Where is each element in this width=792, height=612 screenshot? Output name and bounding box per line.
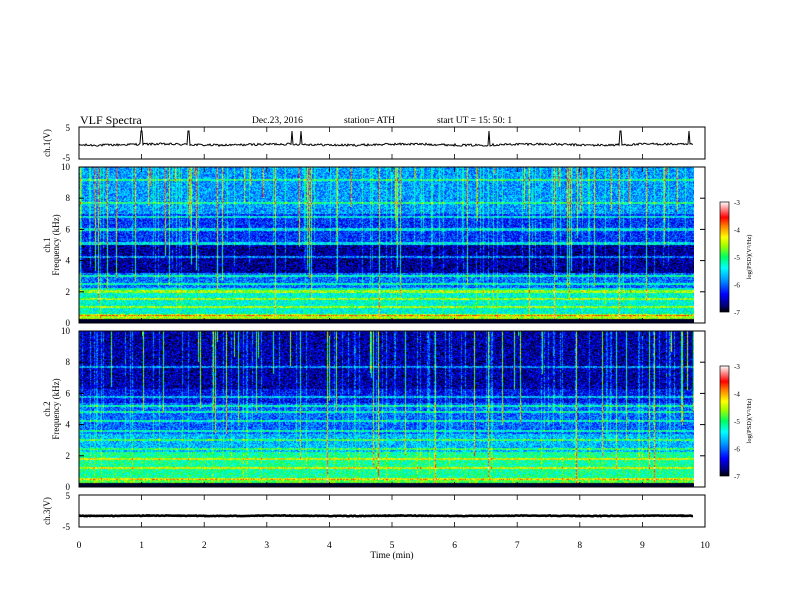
- ch1-colorbar-gradient: [719, 201, 730, 313]
- time-axis: 0 1 2 3 4 5 6 7 8 9 10: [77, 127, 710, 551]
- ch2-spectrogram-ylabel: ch.2: [42, 401, 52, 416]
- ch1-spectrogram-yticks: 0 2 4 6 8 10: [61, 162, 705, 328]
- ch3-ytick-top: 5: [66, 491, 71, 501]
- ch3-ylabel: ch.3(V): [42, 497, 52, 525]
- header: VLF Spectra Dec.23, 2016 station= ATH st…: [80, 113, 512, 127]
- ch2-spectrogram-yticks: 0 2 4 6 8 10: [61, 326, 705, 492]
- xtick-label: 0: [77, 541, 82, 551]
- ch1-colorbar: log(PSD)(V²/Hz) -3 -4 -5 -6 -7: [719, 199, 753, 317]
- xtick-label: 2: [202, 541, 207, 551]
- start-time-label: start UT = 15: 50: 1: [437, 116, 512, 126]
- xtick-label: 8: [577, 541, 582, 551]
- colorbar-tick-label: -6: [734, 282, 740, 290]
- ytick-label: 10: [61, 326, 71, 336]
- xtick-label: 10: [700, 541, 710, 551]
- ch1-spectrogram-panel: ch.1 Frequency (kHz) 0 2 4 6 8 10: [42, 162, 706, 328]
- ytick-label: 10: [61, 162, 71, 172]
- ch2-spectrogram-panel: ch.2 Frequency (kHz) 0 2 4 6 8 10: [42, 326, 706, 492]
- ch1-spectrogram-ylabel: ch.1: [42, 237, 52, 252]
- ch2-colorbar: log(PSD)(V²/Hz) -3 -4 -5 -6 -7: [719, 363, 753, 481]
- xtick-label: 9: [640, 541, 645, 551]
- colorbar-tick-label: -7: [734, 309, 740, 317]
- xtick-label: 4: [327, 541, 332, 551]
- colorbar-tick-label: -6: [734, 446, 740, 454]
- ytick-label: 6: [66, 224, 71, 234]
- colorbar-tick-label: -7: [734, 473, 740, 481]
- xtick-label: 3: [264, 541, 269, 551]
- ch3-waveform-line: [78, 513, 694, 518]
- ytick-label: 0: [66, 482, 71, 492]
- colorbar-tick-label: -5: [734, 254, 740, 262]
- colorbar-tick-label: -5: [734, 418, 740, 426]
- ch1-spectrogram-ylabel2: Frequency (kHz): [51, 214, 61, 275]
- xtick-label: 5: [390, 541, 395, 551]
- ytick-label: 8: [66, 357, 71, 367]
- ytick-label: 2: [66, 287, 71, 297]
- ch2-colorbar-gradient: [719, 365, 730, 477]
- ch1-waveform-line: [78, 130, 693, 148]
- ytick-label: 8: [66, 193, 71, 203]
- ytick-label: 4: [66, 256, 71, 266]
- ch1-spectrogram-image: [79, 167, 694, 323]
- date-label: Dec.23, 2016: [252, 116, 303, 126]
- ytick-label: 4: [66, 420, 71, 430]
- ytick-label: 0: [66, 318, 71, 328]
- station-label: station= ATH: [344, 116, 395, 126]
- colorbar-tick-label: -4: [734, 391, 740, 399]
- colorbar-tick-label: -3: [734, 199, 740, 207]
- ch1-colorbar-label: log(PSD)(V²/Hz): [746, 235, 753, 280]
- time-axis-label: Time (min): [370, 550, 413, 561]
- colorbar-tick-label: -4: [734, 227, 740, 235]
- xtick-label: 6: [452, 541, 457, 551]
- xtick-label: 1: [139, 541, 144, 551]
- ch2-colorbar-label: log(PSD)(V²/Hz): [746, 399, 753, 444]
- xtick-label: 7: [515, 541, 520, 551]
- ch1-ytick-top: 5: [66, 123, 71, 133]
- ch2-spectrogram-image: [79, 331, 694, 487]
- ch2-spectrogram-ylabel2: Frequency (kHz): [51, 378, 61, 439]
- ch1-ylabel: ch.1(V): [42, 129, 52, 157]
- figure-title: VLF Spectra: [80, 113, 142, 127]
- ytick-label: 6: [66, 388, 71, 398]
- ytick-label: 2: [66, 451, 71, 461]
- ch2-colorbar-ticks: -3 -4 -5 -6 -7: [734, 363, 740, 481]
- ch1-ytick-bottom: -5: [63, 153, 71, 163]
- colorbar-tick-label: -3: [734, 363, 740, 371]
- ch3-ytick-bottom: -5: [63, 522, 71, 532]
- ch1-colorbar-ticks: -3 -4 -5 -6 -7: [734, 199, 740, 317]
